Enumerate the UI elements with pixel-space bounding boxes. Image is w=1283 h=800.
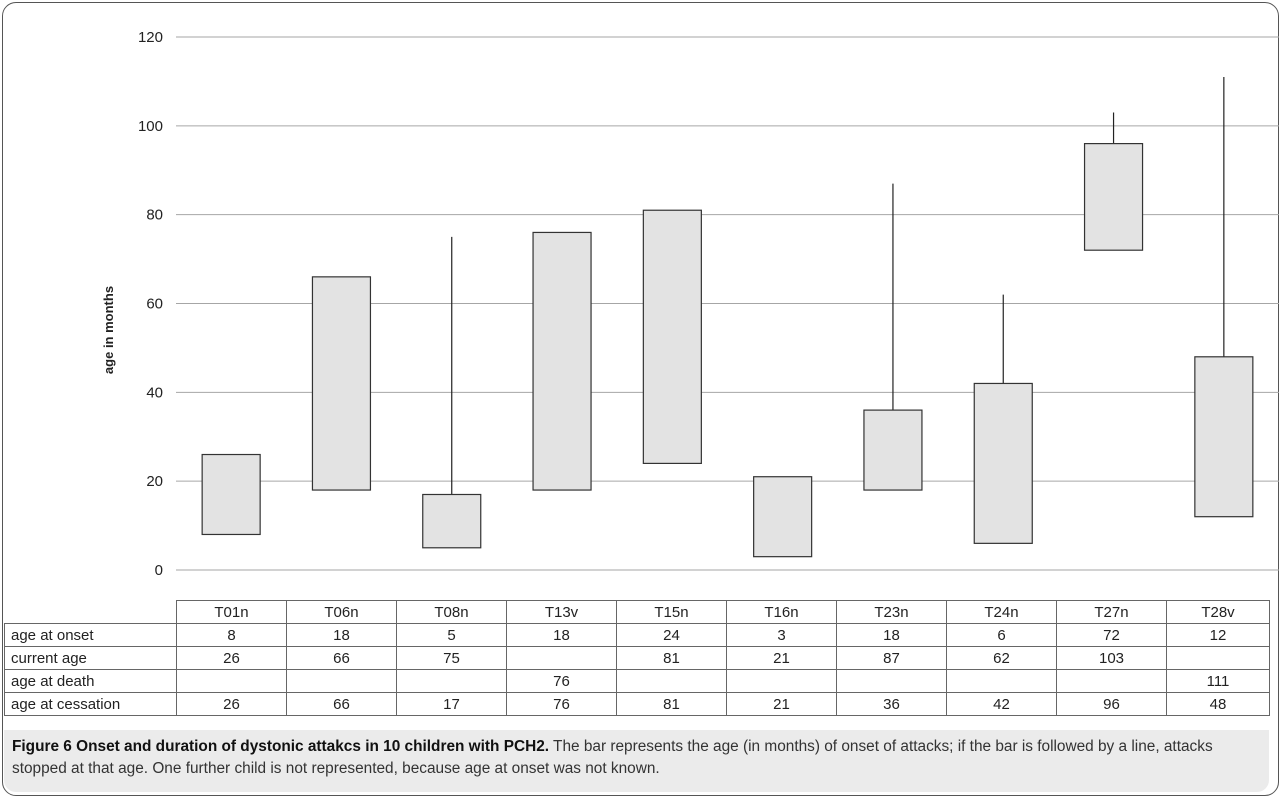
y-tick-label: 0 [155, 562, 163, 579]
table-cell: 75 [396, 646, 507, 670]
table-cell: 76 [506, 669, 617, 693]
table-cell: 26 [176, 692, 287, 716]
table-cell [396, 669, 507, 693]
y-tick-label: 40 [146, 384, 163, 401]
table-cell: 111 [1166, 669, 1270, 693]
x-tick-label: T06n [286, 600, 397, 624]
row-label: age at cessation [4, 692, 177, 716]
table-cell: 18 [286, 623, 397, 647]
table-cell: 66 [286, 646, 397, 670]
table-cell: 3 [726, 623, 837, 647]
caption-text: The bar represents the age (in months) o… [12, 738, 1213, 777]
table-row: age at onset 8 18 5 18 24 3 18 6 72 12 [4, 623, 1270, 647]
table-cell [176, 669, 287, 693]
table-cell: 21 [726, 646, 837, 670]
table-row: age at cessation 26 66 17 76 81 21 36 42 96 48 [4, 692, 1270, 716]
row-label: age at death [4, 669, 177, 693]
table-cell: 87 [836, 646, 947, 670]
cessation-lines [451, 76, 1225, 495]
table-cell [726, 669, 837, 693]
y-tick-label: 20 [146, 473, 163, 490]
bar-t23n [863, 409, 923, 491]
table-cell [1056, 669, 1167, 693]
y-tick-label: 60 [146, 296, 163, 313]
table-cell: 81 [616, 692, 727, 716]
table-cell: 76 [506, 692, 617, 716]
x-tick-label: T08n [396, 600, 507, 624]
table-cell: 17 [396, 692, 507, 716]
x-tick-label: T16n [726, 600, 837, 624]
table-cell [506, 646, 617, 670]
y-axis-label: age in months [101, 286, 116, 374]
figure-caption: Figure 6 Onset and duration of dystonic … [4, 730, 1269, 792]
bar-t01n [201, 453, 261, 536]
chart-area: 0 20 40 60 80 100 120 age in months [101, 29, 1279, 579]
table-cell: 26 [176, 646, 287, 670]
x-tick-label: T23n [836, 600, 947, 624]
bar-t16n [753, 476, 813, 558]
table-cell: 96 [1056, 692, 1167, 716]
table-row: current age 26 66 75 81 21 87 62 103 [4, 646, 1270, 670]
table-cell [836, 669, 947, 693]
table-cell: 66 [286, 692, 397, 716]
bar-t13v [532, 231, 592, 491]
table-cell: 6 [946, 623, 1057, 647]
table-cell: 48 [1166, 692, 1270, 716]
table-cell: 72 [1056, 623, 1167, 647]
x-tick-label: T15n [616, 600, 727, 624]
table-corner [4, 600, 177, 624]
bar-t24n [973, 382, 1033, 544]
table-cell: 62 [946, 646, 1057, 670]
table-row: age at death 76 111 [4, 669, 1270, 693]
bar-t08n [422, 493, 482, 549]
table-cell: 36 [836, 692, 947, 716]
data-table: T01n T06n T08n T13v T15n T16n T23n T24n T27n T28v… [4, 600, 1270, 716]
table-cell: 81 [616, 646, 727, 670]
x-tick-label: T01n [176, 600, 287, 624]
x-tick-label: T24n [946, 600, 1057, 624]
y-tick-label: 120 [138, 29, 163, 46]
table-cell: 42 [946, 692, 1057, 716]
row-label: current age [4, 646, 177, 670]
bar-t06n [311, 276, 372, 491]
table-cell [946, 669, 1057, 693]
bar-t15n [642, 209, 702, 465]
table-cell: 21 [726, 692, 837, 716]
category-header-row: T01n T06n T08n T13v T15n T16n T23n T24n T27n T28v [4, 600, 1270, 624]
table-cell [286, 669, 397, 693]
bar-t28v [1194, 356, 1254, 518]
caption-title: Figure 6 Onset and duration of dystonic … [12, 738, 550, 755]
x-tick-label: T13v [506, 600, 617, 624]
table-cell: 5 [396, 623, 507, 647]
y-tick-label: 80 [146, 207, 163, 224]
table-cell: 24 [616, 623, 727, 647]
x-tick-label: T28v [1166, 600, 1270, 624]
table-cell: 8 [176, 623, 287, 647]
onset-bars [201, 143, 1254, 558]
y-tick-label: 100 [138, 118, 163, 135]
bar-t27n [1083, 143, 1144, 251]
table-cell: 103 [1056, 646, 1167, 670]
table-cell: 12 [1166, 623, 1270, 647]
row-label: age at onset [4, 623, 177, 647]
table-cell: 18 [506, 623, 617, 647]
table-cell [616, 669, 727, 693]
y-axis-ticks: 0 20 40 60 80 100 120 [138, 29, 163, 579]
table-cell: 18 [836, 623, 947, 647]
table-cell [1166, 646, 1270, 670]
x-tick-label: T27n [1056, 600, 1167, 624]
